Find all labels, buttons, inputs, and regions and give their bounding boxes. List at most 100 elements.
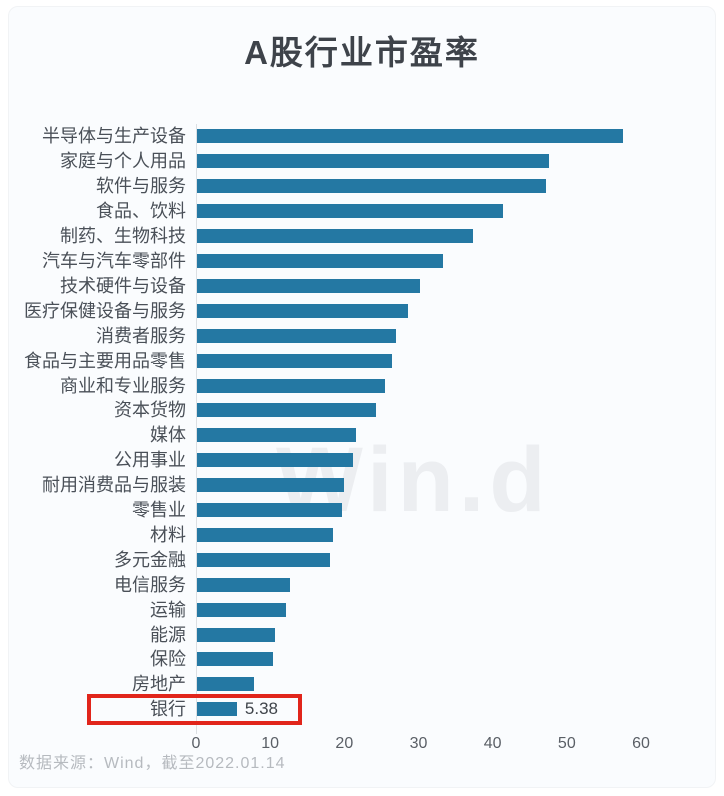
y-axis-line bbox=[196, 124, 197, 734]
bar bbox=[197, 702, 237, 717]
bar-track bbox=[197, 129, 724, 144]
x-axis-tick-label: 60 bbox=[632, 735, 650, 752]
bar-track bbox=[197, 478, 724, 493]
bar-track bbox=[197, 303, 724, 318]
category-label: 技术硬件与设备 bbox=[60, 275, 186, 296]
bar-track bbox=[197, 627, 724, 642]
bar bbox=[197, 353, 393, 368]
bar-row: 电信服务 bbox=[0, 572, 724, 597]
category-label: 软件与服务 bbox=[96, 176, 186, 197]
bar-track bbox=[197, 453, 724, 468]
category-label: 多元金融 bbox=[114, 549, 186, 570]
bar-row: 技术硬件与设备 bbox=[0, 273, 724, 298]
x-axis-tick-label: 0 bbox=[191, 735, 201, 752]
bar-track bbox=[197, 353, 724, 368]
bar bbox=[197, 179, 546, 194]
bar-track bbox=[197, 403, 724, 418]
bar-row: 资本货物 bbox=[0, 398, 724, 423]
category-label: 资本货物 bbox=[114, 400, 186, 421]
bar bbox=[197, 478, 344, 493]
bar bbox=[197, 627, 275, 642]
bar-row: 公用事业 bbox=[0, 448, 724, 473]
bar-row: 医疗保健设备与服务 bbox=[0, 298, 724, 323]
bar bbox=[197, 602, 286, 617]
bar-row: 汽车与汽车零部件 bbox=[0, 249, 724, 274]
bar-row: 消费者服务 bbox=[0, 323, 724, 348]
bar bbox=[197, 229, 473, 244]
category-label: 食品、饮料 bbox=[96, 201, 186, 222]
bar-row: 耐用消费品与服装 bbox=[0, 473, 724, 498]
bar-track bbox=[197, 378, 724, 393]
category-label: 能源 bbox=[150, 624, 186, 645]
bar bbox=[197, 204, 504, 219]
bar-track bbox=[197, 652, 724, 667]
bar-row: 银行 5.38 bbox=[0, 697, 724, 722]
bar-value-label: 5.38 bbox=[244, 699, 278, 719]
bar bbox=[197, 303, 408, 318]
bar bbox=[197, 652, 273, 667]
bar-track bbox=[197, 229, 724, 244]
category-label: 汽车与汽车零部件 bbox=[42, 250, 186, 271]
category-label: 材料 bbox=[150, 524, 186, 545]
category-label: 运输 bbox=[150, 599, 186, 620]
bar-track bbox=[197, 179, 724, 194]
bar bbox=[197, 503, 343, 518]
x-axis-tick-label: 20 bbox=[335, 735, 354, 752]
bar-track bbox=[197, 204, 724, 219]
bar-row: 食品、饮料 bbox=[0, 199, 724, 224]
bar-row: 半导体与生产设备 bbox=[0, 124, 724, 149]
bar-track bbox=[197, 278, 724, 293]
x-axis-tick-label: 50 bbox=[557, 735, 576, 752]
category-label: 消费者服务 bbox=[96, 325, 186, 346]
x-axis-tick-label: 30 bbox=[409, 735, 428, 752]
bar-row: 材料 bbox=[0, 523, 724, 548]
category-label: 食品与主要用品零售 bbox=[24, 350, 186, 371]
category-label: 银行 bbox=[150, 699, 186, 720]
bar-row: 保险 bbox=[0, 647, 724, 672]
bar bbox=[197, 328, 396, 343]
bar-track bbox=[197, 552, 724, 567]
bar-track bbox=[197, 577, 724, 592]
x-axis-tick-label: 40 bbox=[483, 735, 502, 752]
bar bbox=[197, 577, 290, 592]
bar bbox=[197, 154, 550, 169]
highlight-box bbox=[87, 694, 302, 725]
bar-row: 软件与服务 bbox=[0, 174, 724, 199]
bar-row: 媒体 bbox=[0, 423, 724, 448]
category-label: 商业和专业服务 bbox=[60, 375, 186, 396]
bar-track: 5.38 bbox=[197, 699, 724, 719]
category-label: 制药、生物科技 bbox=[60, 226, 186, 247]
bar-row: 食品与主要用品零售 bbox=[0, 348, 724, 373]
bar bbox=[197, 403, 376, 418]
bar-track bbox=[197, 428, 724, 443]
bar-row: 多元金融 bbox=[0, 547, 724, 572]
bar-row: 房地产 bbox=[0, 672, 724, 697]
category-label: 零售业 bbox=[132, 500, 186, 521]
category-label: 房地产 bbox=[132, 674, 186, 695]
bar bbox=[197, 129, 624, 144]
bar bbox=[197, 378, 385, 393]
bar bbox=[197, 552, 330, 567]
bar-track bbox=[197, 503, 724, 518]
bar bbox=[197, 428, 356, 443]
bar bbox=[197, 453, 353, 468]
bar-track bbox=[197, 154, 724, 169]
category-label: 家庭与个人用品 bbox=[60, 151, 186, 172]
category-label: 电信服务 bbox=[114, 574, 186, 595]
bar-row: 家庭与个人用品 bbox=[0, 149, 724, 174]
bar-row: 能源 bbox=[0, 622, 724, 647]
category-label: 医疗保健设备与服务 bbox=[24, 300, 186, 321]
bar bbox=[197, 253, 444, 268]
category-label: 半导体与生产设备 bbox=[42, 126, 186, 147]
chart-title: A股行业市盈率 bbox=[244, 34, 480, 71]
bar-row: 制药、生物科技 bbox=[0, 224, 724, 249]
bar-track bbox=[197, 253, 724, 268]
category-label: 媒体 bbox=[150, 425, 186, 446]
x-axis-tick-label: 10 bbox=[261, 735, 280, 752]
x-axis-ticks: 0 10 20 30 40 50 60 bbox=[0, 736, 724, 756]
bar-track bbox=[197, 527, 724, 542]
bar-row: 零售业 bbox=[0, 498, 724, 523]
bar bbox=[197, 278, 420, 293]
category-label: 保险 bbox=[150, 649, 186, 670]
